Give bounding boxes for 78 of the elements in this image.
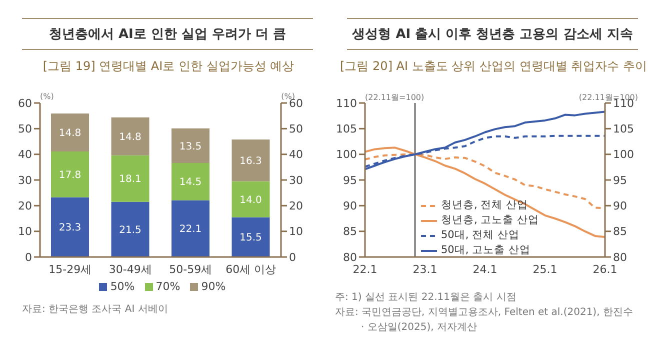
text: 자료: 한국은행 조사국 AI 서베이 bbox=[22, 303, 168, 316]
y-tick-label: 60 bbox=[18, 96, 32, 110]
data-label: 14.8 bbox=[119, 132, 142, 143]
legend-label: 청년층, 고노출 산업 bbox=[440, 213, 540, 228]
x-tick-label: 15-29세 bbox=[48, 262, 92, 276]
x-tick-label: 30-49세 bbox=[108, 262, 152, 276]
y-tick-label: 90 bbox=[343, 200, 357, 213]
x-tick-label: 23.1 bbox=[412, 262, 438, 276]
y2-tick-label: 85 bbox=[613, 225, 627, 238]
y2-tick-label: 80 bbox=[613, 250, 627, 264]
legend-label: 70% bbox=[154, 280, 180, 293]
y-tick-label: 40 bbox=[18, 148, 32, 162]
y-tick-label: 30 bbox=[18, 174, 32, 187]
y2-tick-label: 30 bbox=[289, 174, 303, 187]
bar bbox=[51, 152, 89, 198]
y-tick-label: 85 bbox=[343, 225, 357, 238]
legend-label: 50대, 고노출 산업 bbox=[440, 243, 532, 258]
y-tick-label: 95 bbox=[343, 174, 357, 187]
bar bbox=[111, 117, 150, 156]
data-label: 16.3 bbox=[240, 156, 262, 167]
y-tick-label: 20 bbox=[18, 200, 32, 213]
bar bbox=[172, 128, 210, 164]
y-tick-label: 80 bbox=[343, 250, 357, 264]
chart-subtitle: [그림 20] AI 노출도 상위 산업의 연령대별 취업자수 추이 bbox=[339, 58, 648, 75]
y-tick-label: 110 bbox=[336, 96, 357, 110]
data-label: 13.5 bbox=[179, 141, 202, 152]
y2-tick-label: 10 bbox=[289, 225, 303, 238]
y2-tick-label: 50 bbox=[289, 122, 303, 136]
y2-tick-label: 0 bbox=[289, 250, 296, 264]
legend-label: 50대, 전체 산업 bbox=[440, 228, 520, 243]
legend-label: 90% bbox=[200, 280, 226, 293]
bar bbox=[51, 114, 89, 152]
y-tick-label: 50 bbox=[18, 122, 32, 136]
text: 자료: 국민연금공단, 지역별고용조사, Felten et al.(2021), 한진수 · 오삼일(2025), 저자계산 bbox=[335, 306, 634, 335]
x-tick-label: 24.1 bbox=[472, 262, 498, 276]
data-label: 14.5 bbox=[179, 177, 202, 188]
y2-axis-title: (%) bbox=[281, 92, 295, 101]
y-axis-title: (%) bbox=[40, 92, 54, 101]
x-tick-label: 25.1 bbox=[532, 262, 558, 276]
y-tick-label: 0 bbox=[25, 250, 32, 264]
data-label: 23.3 bbox=[58, 222, 82, 234]
x-tick-label: 50-59세 bbox=[169, 262, 212, 276]
bar bbox=[232, 181, 270, 218]
y-tick-label: 10 bbox=[18, 225, 32, 238]
chart-title: 생성형 AI 출시 이후 청년층 고용의 감소세 지속 bbox=[347, 18, 638, 50]
y2-tick-label: 20 bbox=[289, 200, 303, 213]
x-tick-label: 22.1 bbox=[352, 262, 378, 276]
chart-subtitle: [그림 19] 연령대별 AI로 인한 실업가능성 예상 bbox=[42, 58, 296, 75]
y2-tick-label: 90 bbox=[613, 200, 627, 213]
bar bbox=[172, 163, 210, 200]
bar bbox=[232, 139, 270, 182]
data-label: 17.8 bbox=[58, 170, 82, 181]
data-label: 22.1 bbox=[179, 224, 202, 236]
data-label: 14.8 bbox=[58, 128, 82, 140]
y-axis-title: (22.11월=100) bbox=[365, 92, 424, 103]
legend-label: 50% bbox=[109, 280, 135, 293]
y2-tick-label: 95 bbox=[613, 174, 627, 187]
line-series bbox=[365, 110, 605, 170]
bar bbox=[111, 202, 150, 257]
bar bbox=[111, 155, 150, 202]
bar bbox=[232, 217, 270, 257]
y2-tick-label: 100 bbox=[613, 148, 634, 162]
data-label: 15.5 bbox=[240, 232, 262, 244]
bar bbox=[51, 197, 89, 257]
y2-tick-label: 105 bbox=[613, 122, 634, 136]
data-label: 14.0 bbox=[240, 194, 262, 206]
bar bbox=[172, 200, 210, 257]
y-tick-label: 100 bbox=[336, 148, 357, 162]
y2-tick-label: 40 bbox=[289, 148, 303, 162]
x-tick-label: 60세 이상 bbox=[226, 262, 276, 276]
chart-title: 청년층에서 AI로 인한 실업 우려가 더 큼 bbox=[22, 18, 313, 50]
x-tick-label: 26.1 bbox=[592, 262, 618, 276]
legend-label: 청년층, 전체 산업 bbox=[440, 198, 530, 213]
data-label: 18.1 bbox=[119, 174, 142, 186]
line-series bbox=[365, 146, 605, 238]
text: 주: 1) 실선 표시된 22.11월은 출시 시점 bbox=[335, 291, 518, 305]
y-tick-label: 105 bbox=[336, 122, 357, 136]
data-label: 21.5 bbox=[119, 224, 142, 236]
